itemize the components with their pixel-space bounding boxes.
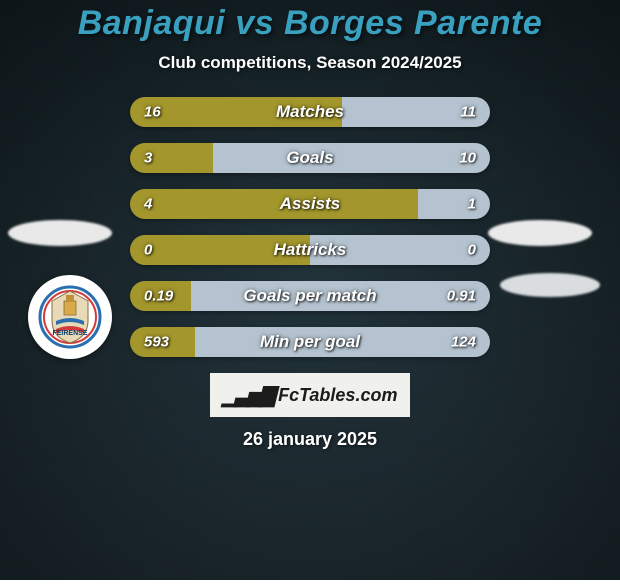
footer-date: 26 january 2025: [20, 429, 600, 450]
subtitle: Club competitions, Season 2024/2025: [0, 53, 620, 73]
stat-value-left: 0: [144, 242, 152, 259]
stat-label: Goals: [286, 148, 333, 168]
brand-text: FcTables.com: [278, 385, 397, 406]
stat-value-right: 10: [459, 150, 476, 167]
stat-row: Hattricks 0 0: [130, 235, 490, 265]
stat-value-left: 3: [144, 150, 152, 167]
svg-text:FEIRENSE: FEIRENSE: [52, 330, 87, 337]
stat-bar-right: [418, 189, 490, 219]
stat-bar-left: [130, 189, 418, 219]
stat-bar-left: [130, 143, 213, 173]
stat-label: Goals per match: [243, 286, 376, 306]
stat-value-left: 0.19: [144, 288, 173, 305]
page-title: Banjaqui vs Borges Parente: [0, 4, 620, 43]
stat-row: Goals per match 0.19 0.91: [130, 281, 490, 311]
stat-label: Assists: [280, 194, 340, 214]
stat-value-right: 11: [460, 104, 476, 121]
stat-value-right: 124: [451, 334, 476, 351]
club-badge-left: FEIRENSE: [28, 275, 112, 359]
player-right-shadow-2: [500, 273, 600, 297]
stat-value-left: 4: [144, 196, 152, 213]
stat-row: Assists 4 1: [130, 189, 490, 219]
stat-label: Hattricks: [274, 240, 347, 260]
stat-value-right: 0.91: [447, 288, 476, 305]
stat-label: Matches: [276, 102, 344, 122]
footer-brand: ▁▃▅▇ FcTables.com: [210, 373, 410, 417]
brand-signal-icon: ▁▃▅▇: [223, 383, 273, 408]
stat-row: Min per goal 593 124: [130, 327, 490, 357]
stat-bar-right: [213, 143, 490, 173]
stat-value-right: 0: [468, 242, 476, 259]
stat-row: Matches 16 11: [130, 97, 490, 127]
stat-value-left: 16: [144, 104, 161, 121]
stat-value-left: 593: [144, 334, 169, 351]
player-right-shadow: [488, 220, 592, 246]
player-left-shadow: [8, 220, 112, 246]
stat-value-right: 1: [468, 196, 476, 213]
stat-row: Goals 3 10: [130, 143, 490, 173]
stat-label: Min per goal: [260, 332, 360, 352]
stats-bars: Matches 16 11 Goals 3 10 Assists 4 1 Hattricks 0 0 G…: [130, 97, 490, 357]
